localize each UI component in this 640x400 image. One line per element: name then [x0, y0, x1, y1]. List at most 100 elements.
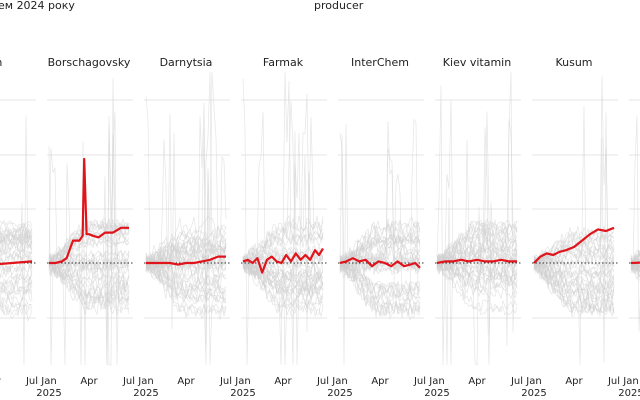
- background-series-line: [339, 257, 420, 320]
- background-series-line: [339, 174, 421, 292]
- background-series-line: [145, 236, 227, 272]
- panel-title: InterChem: [351, 56, 409, 69]
- x-tick-label: Jul: [316, 376, 329, 387]
- x-tick-label: Jan: [428, 376, 444, 387]
- background-series-line: [0, 240, 33, 257]
- highlight-series-line: [339, 257, 421, 269]
- x-tick-label: 2025: [521, 388, 546, 399]
- x-tick-label: Jan: [137, 376, 153, 387]
- background-series-line: [242, 258, 324, 316]
- x-tick-label: Apr: [274, 376, 292, 387]
- background-series-line: [0, 301, 33, 316]
- background-series-line: [0, 272, 33, 286]
- x-tick-label: 2025: [36, 388, 61, 399]
- background-series-line: [145, 257, 227, 271]
- background-series-line: [145, 239, 227, 272]
- background-series-line: [145, 257, 227, 301]
- background-series-line: [339, 253, 421, 276]
- x-tick-label: Jul: [510, 376, 523, 387]
- x-tick-label: Apr: [468, 376, 486, 387]
- background-series-line: [0, 232, 33, 251]
- background-series-line: [145, 260, 227, 303]
- x-tick-label: 2025: [424, 388, 449, 399]
- panel-title: Kusum: [555, 56, 592, 69]
- highlight-series-line: [146, 255, 226, 266]
- x-tick-label: Apr: [0, 376, 2, 387]
- background-series-line: [436, 261, 518, 314]
- background-series-line: [0, 276, 33, 295]
- x-tick-label: 2025: [230, 388, 255, 399]
- background-series-line: [533, 236, 615, 270]
- background-series-line: [0, 266, 33, 281]
- background-series-line: [533, 258, 615, 280]
- highlight-series-line: [533, 226, 615, 264]
- x-tick-label: 2025: [133, 388, 158, 399]
- background-series-line: [0, 226, 33, 236]
- background-series-line: [436, 231, 518, 270]
- background-series-line: [145, 139, 227, 318]
- background-series-line: [339, 254, 421, 301]
- x-tick-label: Jan: [331, 376, 347, 387]
- background-series-line: [436, 224, 518, 265]
- x-tick-label: Jan: [622, 376, 638, 387]
- background-series-line: [145, 102, 227, 295]
- background-series-line: [0, 265, 33, 281]
- background-series-line: [0, 234, 33, 255]
- background-series-line: [145, 260, 227, 294]
- background-series-line: [339, 260, 421, 315]
- x-tick-label: 2025: [327, 388, 352, 399]
- background-series-line: [533, 262, 615, 318]
- background-series-line: [533, 245, 615, 270]
- background-series-line: [436, 202, 518, 366]
- background-series-line: [0, 288, 33, 296]
- background-series-line: [0, 304, 33, 316]
- background-series-line: [0, 279, 33, 296]
- background-series-line: [0, 223, 33, 245]
- x-tick-label: Apr: [177, 376, 195, 387]
- background-series-line: [630, 115, 640, 332]
- highlight-series-line: [49, 157, 129, 265]
- panel-title: Borschagovsky: [48, 56, 131, 69]
- background-series-line: [0, 276, 33, 293]
- background-series-line: [533, 256, 615, 278]
- x-tick-label: Jan: [40, 376, 56, 387]
- x-tick-label: Jul: [413, 376, 426, 387]
- x-tick-label: Jul: [122, 376, 135, 387]
- background-series-line: [339, 232, 421, 272]
- background-series-line: [48, 141, 130, 366]
- x-tick-label: Jul: [25, 376, 38, 387]
- panel-title: Farmak: [263, 56, 304, 69]
- x-tick-label: 2025: [618, 388, 640, 399]
- panel-title: ium: [0, 56, 2, 69]
- background-series-line: [436, 261, 518, 300]
- background-series-line: [0, 227, 33, 246]
- background-series-line: [533, 249, 615, 266]
- panel-title: Kiev vitamin: [443, 56, 511, 69]
- background-series-line: [0, 115, 33, 366]
- chart-title: ем 2024 року: [0, 0, 75, 12]
- panel-ium: iumJan2025AprJul: [0, 56, 38, 387]
- background-series-line: [0, 229, 33, 252]
- x-tick-label: Jul: [607, 376, 620, 387]
- background-series-line: [242, 257, 324, 277]
- facet-title: producer: [314, 0, 364, 12]
- background-series-line: [242, 261, 324, 284]
- highlight-series-line: [242, 248, 324, 274]
- background-series-line: [533, 258, 615, 315]
- background-series-line: [436, 258, 518, 283]
- background-series-line: [242, 71, 324, 268]
- highlight-series-line: [436, 258, 517, 265]
- x-tick-label: Jan: [234, 376, 250, 387]
- background-series-line: [436, 118, 518, 346]
- background-series-line: [533, 255, 615, 300]
- background-series-line: [533, 255, 615, 310]
- background-series-line: [48, 256, 130, 304]
- background-series-line: [145, 255, 227, 292]
- background-series-line: [339, 123, 421, 366]
- panel-title: Darnytsia: [160, 56, 213, 69]
- background-series-line: [533, 245, 615, 266]
